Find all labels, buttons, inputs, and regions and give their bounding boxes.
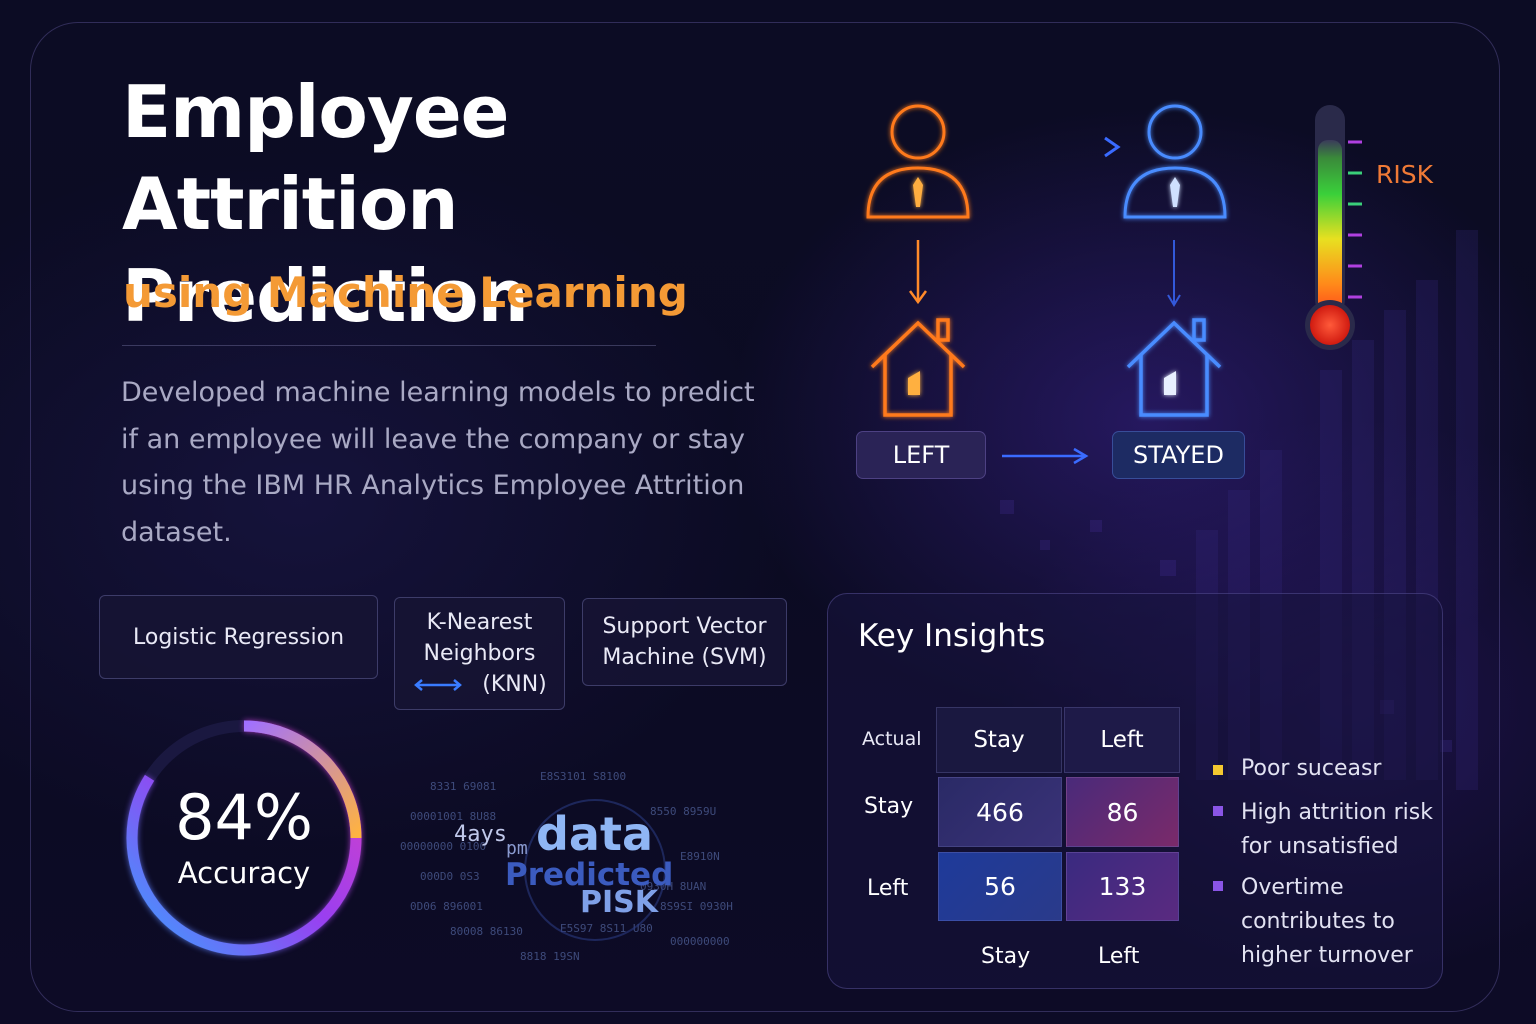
arrow-down-left-icon bbox=[908, 240, 928, 305]
cloud-word-data: data bbox=[536, 807, 653, 861]
svg-text:8S9SI 0930H: 8S9SI 0930H bbox=[660, 900, 733, 913]
attrition-flow-diagram bbox=[866, 104, 1227, 417]
model-label-svm-line2: Machine (SVM) bbox=[602, 645, 767, 670]
arrow-bottom-icon bbox=[1002, 447, 1089, 465]
accuracy-gauge bbox=[126, 720, 362, 956]
model-label-logistic-regression: Logistic Regression bbox=[132, 624, 345, 650]
cm-cell-stay-stay: 466 bbox=[938, 777, 1062, 847]
model-card-logistic-regression: Logistic Regression bbox=[99, 595, 378, 679]
double-arrow-icon bbox=[414, 678, 463, 691]
cm-cell-left-stay: 56 bbox=[938, 852, 1062, 921]
svg-text:00001001 8U88: 00001001 8U88 bbox=[410, 810, 496, 823]
arrow-right-icon bbox=[982, 136, 1121, 158]
svg-text:000D0 0S3: 000D0 0S3 bbox=[420, 870, 480, 883]
insight-bullet-1 bbox=[1213, 765, 1223, 775]
model-label-knn-line2: Neighbors bbox=[423, 641, 536, 666]
svg-text:E8S3101 S8100: E8S3101 S8100 bbox=[540, 770, 626, 783]
cm-header-left: Left bbox=[1064, 707, 1180, 773]
cm-bottom-left-label: Left bbox=[1098, 944, 1140, 969]
cm-bottom-stay-label: Stay bbox=[981, 944, 1031, 969]
knn-line3-wrapper: (KNN) bbox=[412, 669, 547, 700]
page-title: Employee Attrition Prediction bbox=[122, 70, 529, 338]
cm-cell-left-stay-value: 56 bbox=[984, 872, 1016, 901]
risk-thermometer-icon bbox=[1305, 105, 1362, 350]
cm-cell-stay-left: 86 bbox=[1066, 777, 1179, 847]
confusion-matrix-actual-label: Actual bbox=[862, 728, 922, 750]
model-label-svm-line1: Support Vector bbox=[602, 614, 767, 639]
cm-cell-stay-stay-value: 466 bbox=[976, 797, 1024, 827]
svg-text:8818 19SN: 8818 19SN bbox=[520, 950, 580, 963]
insight-text-2: High attrition risk for unsatisfied bbox=[1241, 800, 1433, 859]
insight-text-1: Poor suceasr bbox=[1241, 756, 1382, 781]
cm-row-left-label: Left bbox=[867, 876, 909, 901]
risk-label: RISK bbox=[1376, 160, 1434, 189]
project-description: Developed machine learning models to pre… bbox=[121, 377, 755, 548]
page-subtitle: using Machine Learning bbox=[123, 268, 688, 317]
cm-cell-stay-left-value: 86 bbox=[1106, 797, 1139, 827]
cm-header-stay-text: Stay bbox=[973, 727, 1025, 753]
insight-text-3: Overtime contributes to higher turnover bbox=[1241, 875, 1413, 968]
title-divider bbox=[122, 345, 656, 346]
accuracy-value: 84% bbox=[175, 781, 313, 854]
cm-header-left-text: Left bbox=[1100, 727, 1144, 753]
svg-text:8331 69081: 8331 69081 bbox=[430, 780, 496, 793]
cm-cell-left-left-value: 133 bbox=[1098, 872, 1147, 901]
svg-text:E8910N: E8910N bbox=[680, 850, 720, 863]
house-left-icon bbox=[870, 318, 966, 417]
accuracy-label: Accuracy bbox=[177, 856, 311, 890]
svg-text:8550 8959U: 8550 8959U bbox=[650, 805, 716, 818]
arrow-down-right-icon bbox=[1167, 240, 1181, 307]
house-right-icon bbox=[1126, 318, 1222, 417]
svg-text:0D06 896001: 0D06 896001 bbox=[410, 900, 483, 913]
cm-row-stay-label: Stay bbox=[864, 794, 914, 819]
insight-bullet-3 bbox=[1213, 881, 1223, 891]
cloud-word-4ays: 4ays bbox=[454, 822, 507, 847]
svg-text:00000000 0100: 00000000 0100 bbox=[400, 840, 486, 853]
cloud-word-risk: PISK bbox=[580, 885, 659, 920]
cloud-word-pm: pm bbox=[506, 838, 528, 859]
svg-text:000000000: 000000000 bbox=[670, 935, 730, 948]
outcome-stayed-label: STAYED bbox=[1112, 431, 1245, 479]
insight-bullet-2 bbox=[1213, 806, 1223, 816]
card-frame bbox=[30, 22, 1500, 1012]
key-insights-title: Key Insights bbox=[858, 618, 1046, 654]
model-label-knn-line3: (KNN) bbox=[482, 672, 547, 697]
binary-noise: 8331 69081 E8S3101 S8100 00001001 8U88 855… bbox=[400, 770, 733, 963]
model-card-knn: K-Nearest Neighbors (KNN) bbox=[394, 597, 565, 710]
person-right-icon bbox=[1123, 104, 1227, 219]
cm-header-stay: Stay bbox=[936, 707, 1062, 773]
model-label-knn-line1: K-Nearest bbox=[426, 610, 533, 635]
svg-text:80008 86130: 80008 86130 bbox=[450, 925, 523, 938]
svg-text:0930H 8UAN: 0930H 8UAN bbox=[640, 880, 706, 893]
outcome-left-label: LEFT bbox=[856, 431, 986, 479]
cloud-word-predicted: Predicted bbox=[505, 857, 674, 893]
model-card-svm: Support Vector Machine (SVM) bbox=[582, 598, 787, 686]
cm-cell-left-left: 133 bbox=[1066, 852, 1179, 921]
person-left-icon bbox=[866, 104, 970, 219]
